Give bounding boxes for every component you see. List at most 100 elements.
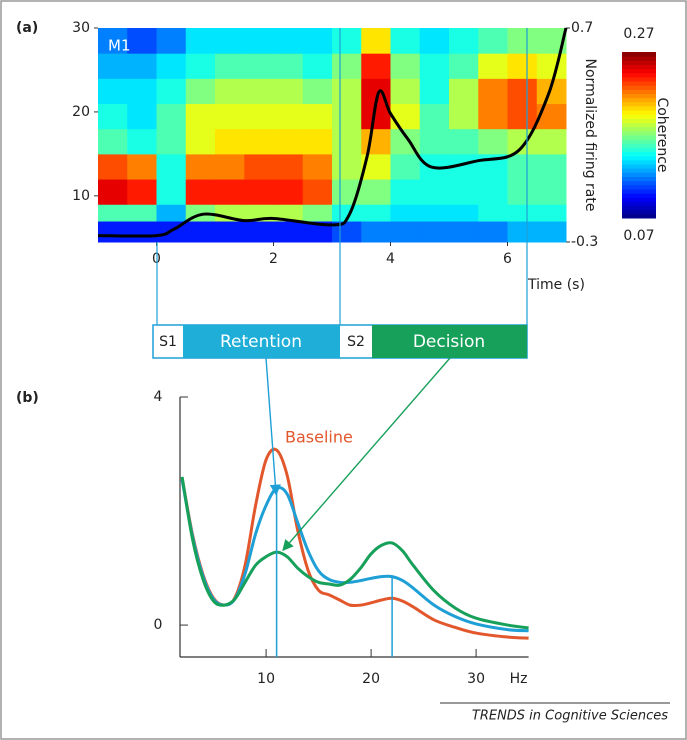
arrow: [265, 357, 281, 496]
heatmap-cell: [419, 204, 450, 222]
heatmap-cell: [361, 128, 391, 155]
segment-label: S1: [159, 334, 177, 350]
heatmap-cell: [419, 78, 450, 105]
heatmap-cell: [361, 204, 391, 222]
retention-box: [183, 325, 340, 358]
heatmap-cell: [98, 179, 128, 205]
x-tick-label: 6: [503, 251, 512, 267]
heatmap-cell: [127, 78, 157, 105]
heatmap-cell: [419, 53, 450, 79]
y-tick-label: 10: [72, 188, 90, 204]
heatmap-cell: [156, 153, 187, 180]
y-tick-label: 0: [154, 617, 163, 633]
heatmap-cell: [536, 179, 567, 205]
colorbar-swatch: [622, 110, 656, 115]
heatmap-cell: [361, 179, 391, 205]
heatmap-cell: [478, 103, 508, 130]
timeline: S1 Retention S2 Decision: [152, 28, 528, 552]
colorbar-swatch: [622, 213, 656, 219]
heatmap-cell: [507, 153, 538, 180]
heatmap-cell: [273, 204, 304, 222]
heatmap-cell: [98, 103, 128, 130]
heatmap-cell: [478, 221, 508, 243]
heatmap-cell: [185, 221, 216, 243]
heatmap-cell: [332, 78, 362, 105]
heatmap-cell: [127, 28, 157, 54]
colorbar-swatch: [622, 139, 656, 144]
colorbar-swatch: [622, 52, 656, 57]
heatmap-cell: [361, 53, 391, 79]
heatmap-cell: [302, 204, 333, 222]
heatmap-cell: [215, 53, 245, 79]
heatmap-cell: [361, 221, 391, 243]
colorbar-swatch: [622, 81, 656, 86]
heatmap-cell: [419, 103, 450, 130]
heatmap-cell: [98, 128, 128, 155]
heatmap-cell: [390, 221, 421, 243]
y-tick-label: 4: [154, 389, 163, 405]
y2-axis-label: Normalized firing rate: [582, 59, 598, 212]
panel-label: (b): [16, 390, 39, 406]
heatmap-cell: [98, 204, 128, 222]
heatmap-cell: [390, 204, 421, 222]
heatmap-cell: [478, 128, 508, 155]
heatmap-cell: [302, 53, 333, 79]
heatmap-cell: [185, 53, 216, 79]
heatmap-cell: [185, 28, 216, 54]
heatmap-cell: [244, 103, 274, 130]
panel-label: (a): [16, 20, 38, 36]
heatmap-cell: [536, 153, 567, 180]
heatmap-cell: [536, 221, 567, 243]
heatmap-cell: [215, 153, 245, 180]
colorbar-label: Coherence: [654, 97, 670, 172]
x-axis-label: Hz: [510, 671, 528, 687]
colorbar-swatch: [622, 180, 656, 186]
decision-box: [372, 325, 527, 358]
heatmap-cell: [98, 78, 128, 105]
heatmap-cell: [390, 78, 421, 105]
heatmap-cell: [536, 128, 567, 155]
heatmap-cell: [507, 204, 538, 222]
panel-title: M1: [108, 37, 131, 55]
colorbar-swatch: [622, 201, 656, 207]
x-tick-label: 4: [386, 251, 395, 267]
colorbar-swatch: [622, 64, 656, 70]
colorbar-swatch: [622, 97, 656, 103]
colorbar-swatch: [622, 184, 656, 190]
heatmap-cell: [449, 103, 479, 130]
segment-label: Decision: [413, 332, 485, 352]
heatmap-cell: [449, 179, 479, 205]
heatmap-cell: [156, 28, 187, 54]
heatmap-cell: [273, 221, 304, 243]
heatmap-cell: [507, 53, 538, 79]
heatmap-cell: [244, 78, 274, 105]
heatmap-cell: [419, 128, 450, 155]
heatmap-cell: [273, 103, 304, 130]
colorbar-swatch: [622, 89, 656, 94]
heatmap-cell: [244, 179, 274, 205]
heatmap-cell: [244, 53, 274, 79]
heatmap-cell: [449, 204, 479, 222]
heatmap-cell: [332, 103, 362, 130]
heatmap-cell: [449, 221, 479, 243]
colorbar-swatch: [622, 176, 656, 182]
firing-rate-line: [97, 27, 568, 238]
heatmap-cell: [273, 128, 304, 155]
colorbar-swatch: [622, 209, 656, 215]
heatmap-cell: [419, 179, 450, 205]
colorbar-swatch: [622, 93, 656, 99]
x-tick-label: 10: [257, 671, 275, 687]
colorbar-swatch: [622, 60, 656, 65]
colorbar-swatch: [622, 147, 656, 153]
heatmap-cell: [185, 128, 216, 155]
colorbar-swatch: [622, 159, 656, 165]
heatmap-cell: [244, 153, 274, 180]
colorbar-swatch: [622, 118, 656, 124]
colorbar-swatch: [622, 122, 656, 128]
heatmap-cell: [536, 103, 567, 130]
y-tick-label: 20: [72, 104, 90, 120]
heatmap-cell: [302, 128, 333, 155]
heatmap-cell: [390, 153, 421, 180]
